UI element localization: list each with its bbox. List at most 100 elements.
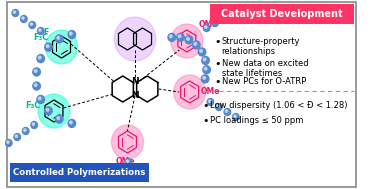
- Circle shape: [37, 55, 45, 63]
- Bar: [10, 163, 149, 182]
- Circle shape: [7, 141, 9, 143]
- Text: F₃C: F₃C: [25, 101, 41, 111]
- Text: OMe: OMe: [116, 157, 135, 166]
- Circle shape: [126, 160, 129, 162]
- Circle shape: [129, 166, 135, 173]
- Circle shape: [224, 108, 231, 115]
- Circle shape: [204, 67, 207, 70]
- Circle shape: [234, 115, 236, 117]
- Text: New PCs for O-ATRP: New PCs for O-ATRP: [222, 77, 306, 86]
- Circle shape: [212, 19, 218, 26]
- Circle shape: [57, 36, 59, 39]
- Circle shape: [37, 28, 44, 35]
- Text: Low dispersity (1.06 < Đ < 1.28): Low dispersity (1.06 < Đ < 1.28): [211, 101, 348, 110]
- Circle shape: [70, 32, 72, 35]
- Circle shape: [177, 33, 184, 41]
- Text: •: •: [214, 37, 221, 47]
- Circle shape: [29, 22, 36, 29]
- Circle shape: [68, 31, 76, 39]
- Circle shape: [24, 129, 26, 131]
- Circle shape: [133, 173, 139, 180]
- Text: Controlled Polymerizations: Controlled Polymerizations: [13, 168, 145, 177]
- Circle shape: [30, 23, 33, 25]
- Circle shape: [178, 35, 181, 38]
- Circle shape: [169, 35, 172, 38]
- Text: PC loadings ≤ 50 ppm: PC loadings ≤ 50 ppm: [211, 116, 304, 125]
- Circle shape: [12, 9, 19, 16]
- Circle shape: [203, 58, 206, 61]
- Circle shape: [217, 105, 219, 107]
- Bar: [211, 4, 354, 24]
- Circle shape: [168, 33, 175, 41]
- Circle shape: [187, 37, 189, 40]
- Circle shape: [22, 17, 24, 19]
- Text: Catalyst Development: Catalyst Development: [221, 9, 343, 19]
- Text: OMe: OMe: [198, 20, 218, 29]
- Circle shape: [15, 135, 18, 137]
- Circle shape: [174, 75, 206, 109]
- Circle shape: [226, 110, 228, 112]
- Circle shape: [203, 66, 211, 74]
- Text: •: •: [203, 116, 209, 126]
- Circle shape: [203, 25, 210, 32]
- Circle shape: [194, 43, 197, 45]
- Circle shape: [33, 68, 40, 76]
- Circle shape: [205, 26, 207, 28]
- Circle shape: [207, 98, 214, 105]
- Circle shape: [34, 84, 37, 86]
- Circle shape: [201, 75, 209, 83]
- Circle shape: [39, 97, 41, 100]
- Circle shape: [68, 119, 76, 127]
- Circle shape: [38, 94, 70, 128]
- Circle shape: [222, 16, 224, 18]
- Circle shape: [46, 30, 77, 64]
- Circle shape: [233, 114, 239, 121]
- Text: F: F: [43, 28, 48, 37]
- Circle shape: [57, 117, 59, 119]
- Text: N: N: [131, 77, 139, 87]
- Circle shape: [14, 133, 21, 140]
- Circle shape: [114, 17, 156, 61]
- Circle shape: [46, 108, 49, 111]
- Circle shape: [125, 159, 132, 166]
- Circle shape: [134, 174, 136, 176]
- Circle shape: [37, 95, 45, 103]
- Circle shape: [55, 115, 63, 123]
- Circle shape: [185, 36, 193, 44]
- Text: F₃C: F₃C: [33, 33, 48, 42]
- Text: Structure-property
relationships: Structure-property relationships: [222, 37, 300, 56]
- Circle shape: [220, 15, 227, 22]
- Circle shape: [32, 123, 34, 125]
- Circle shape: [193, 41, 200, 49]
- Circle shape: [230, 11, 232, 13]
- Circle shape: [13, 11, 16, 13]
- Circle shape: [6, 139, 12, 146]
- Text: •: •: [214, 77, 221, 87]
- Text: •: •: [203, 101, 209, 111]
- Circle shape: [21, 15, 27, 22]
- Text: •: •: [214, 59, 221, 69]
- Text: N: N: [131, 91, 139, 101]
- Circle shape: [46, 45, 49, 48]
- Circle shape: [130, 167, 132, 169]
- Circle shape: [22, 128, 29, 135]
- Circle shape: [203, 77, 206, 79]
- Circle shape: [39, 29, 41, 31]
- Circle shape: [39, 56, 41, 59]
- Circle shape: [31, 122, 37, 129]
- Circle shape: [70, 121, 72, 124]
- Text: OMe: OMe: [201, 88, 220, 97]
- Circle shape: [202, 57, 209, 64]
- Circle shape: [208, 100, 211, 102]
- Circle shape: [45, 107, 52, 115]
- Circle shape: [213, 21, 215, 23]
- Circle shape: [200, 50, 202, 52]
- Circle shape: [229, 9, 235, 16]
- Circle shape: [171, 24, 203, 58]
- Circle shape: [198, 48, 206, 56]
- Circle shape: [45, 43, 52, 51]
- Circle shape: [34, 70, 37, 72]
- Text: New data on excited
state lifetimes: New data on excited state lifetimes: [222, 59, 308, 78]
- Circle shape: [215, 104, 222, 111]
- Circle shape: [33, 82, 40, 90]
